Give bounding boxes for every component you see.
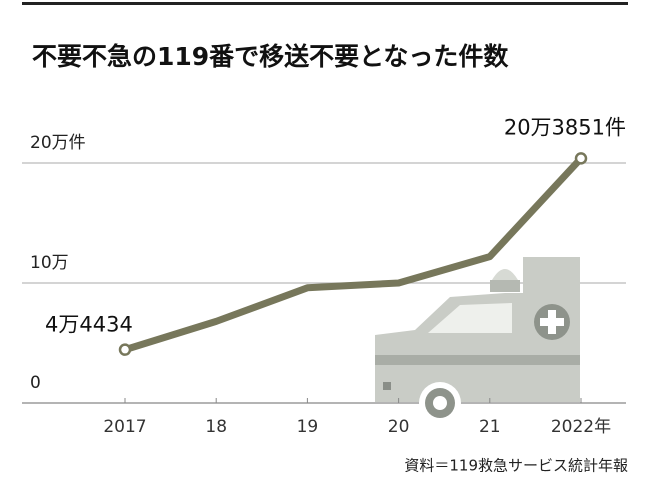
- y-tick-label: 0: [30, 373, 41, 393]
- y-tick-label: 20万件: [30, 133, 86, 153]
- y-tick-label: 10万: [30, 253, 69, 273]
- x-tick-label: 21: [479, 417, 501, 437]
- x-tick-label: 19: [297, 417, 319, 437]
- chart-title: 不要不急の119番で移送不要となった件数: [32, 42, 509, 71]
- x-tick-label: 2022年: [551, 417, 611, 437]
- data-point: [118, 343, 132, 356]
- data-line: [123, 155, 584, 354]
- ambulance-illustration: [375, 257, 580, 424]
- x-tick-label: 18: [205, 417, 227, 437]
- source-note: 資料＝119救急サービス統計年報: [404, 457, 628, 475]
- plot: 2017 18 19 20 21 2022年 4万4434 20万3851件: [45, 115, 626, 437]
- value-label: 4万4434: [45, 313, 133, 337]
- data-point: [574, 152, 588, 165]
- top-rule: [22, 2, 628, 5]
- x-tick-label: 20: [388, 417, 410, 437]
- x-tick-label: 2017: [103, 417, 146, 437]
- value-label: 20万3851件: [504, 115, 626, 139]
- grid: 0 10万 20万件: [22, 133, 626, 404]
